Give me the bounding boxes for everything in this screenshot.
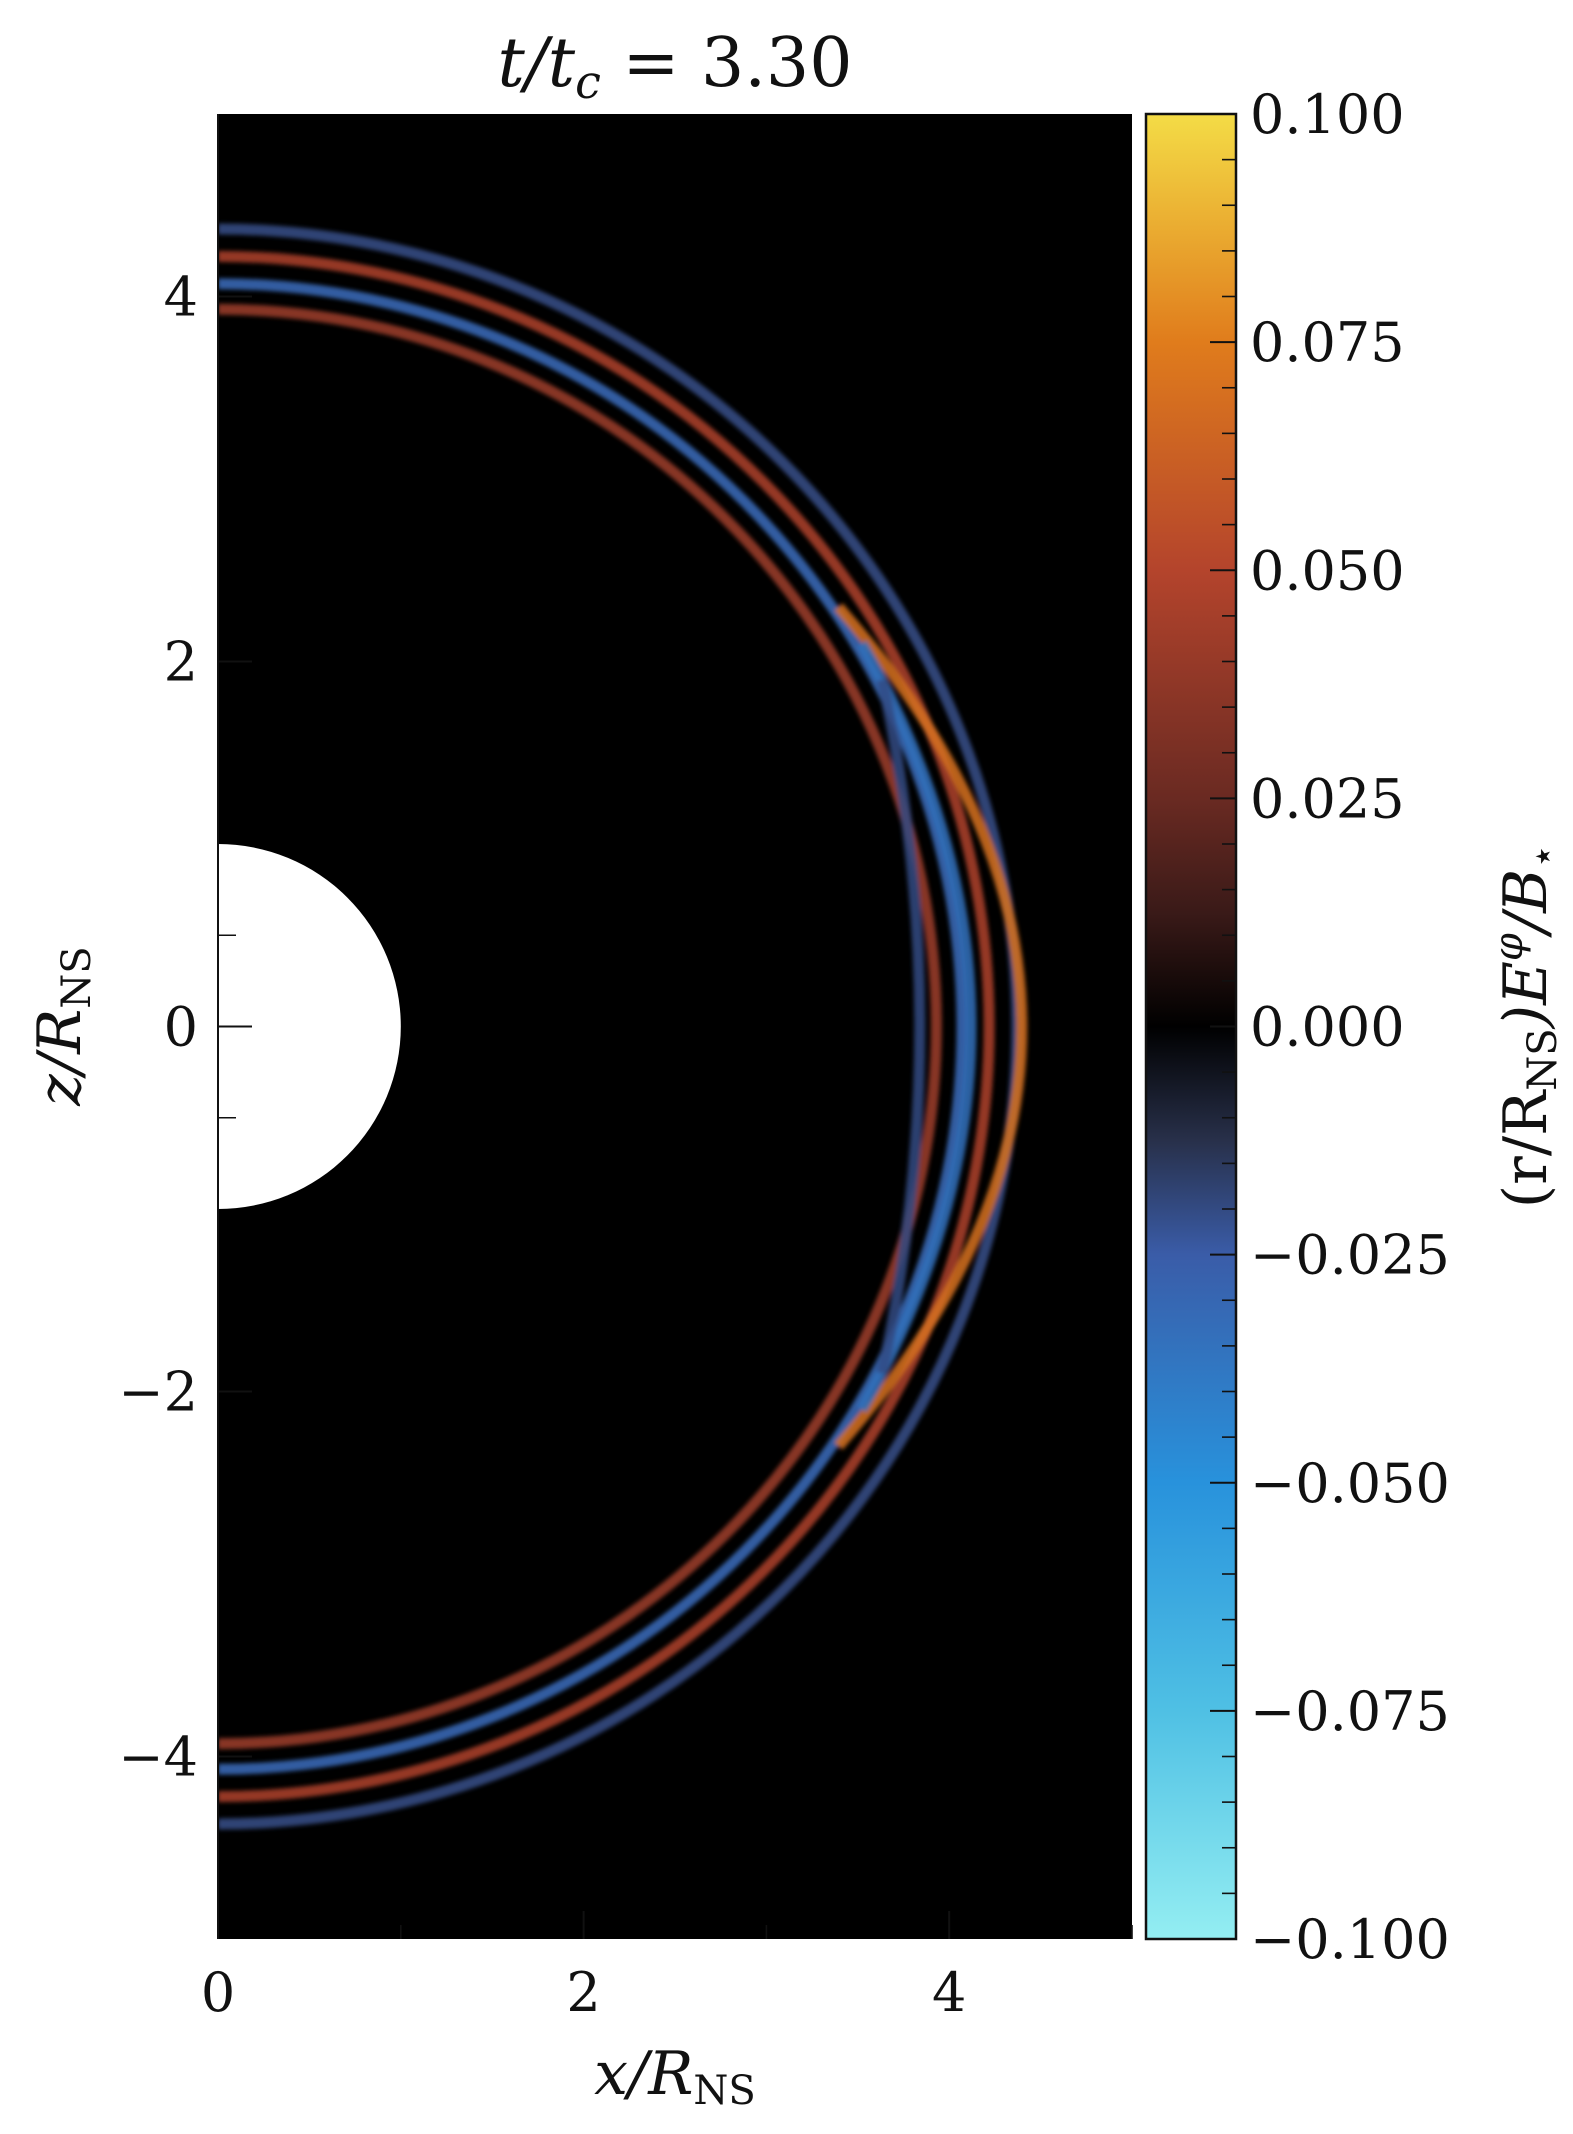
colorbar-label: (r/RNS)Eφ/B⋆ [1486, 844, 1566, 1208]
bulge-middle-blue [856, 640, 977, 1413]
chart-title: t/tc = 3.30 [498, 24, 853, 109]
y-tick-label: −2 [118, 1361, 198, 1424]
colorbar-tick-label: 0.050 [1250, 539, 1405, 602]
colorbar-tick-label: −0.075 [1250, 1680, 1450, 1743]
colorbar-tick-label: −0.100 [1250, 1908, 1450, 1971]
field-wavefronts [218, 223, 1028, 1830]
x-ticks: 0 2 4 [201, 1911, 1133, 2024]
colorbar-tick-label: 0.075 [1250, 311, 1405, 374]
wavefront-arc-3 [218, 278, 968, 1775]
colorbar-tick-label: −0.025 [1250, 1224, 1450, 1287]
colorbar-tick-label: 0.000 [1250, 996, 1405, 1059]
y-axis-label: z/RNS [25, 946, 100, 1106]
x-axis-label: x/RNS [594, 2039, 756, 2114]
bulge-inner-blue [876, 678, 926, 1375]
neutron-star [218, 844, 401, 1209]
x-tick-label: 2 [566, 1961, 600, 2024]
plot-area [218, 114, 1132, 1939]
wavefront-arc-2 [218, 250, 995, 1803]
y-ticks: 4 2 0 −2 −4 [118, 266, 252, 1789]
x-tick-label: 0 [201, 1961, 235, 2024]
x-tick-label: 4 [932, 1961, 966, 2024]
y-tick-label: 0 [164, 996, 198, 1059]
colorbar-tick-label: −0.050 [1250, 1452, 1450, 1515]
y-tick-label: 2 [164, 631, 198, 694]
colorbar: 0.100 0.075 0.050 0.025 0.000 −0.025 −0.050 −0.… [1144, 83, 1566, 1971]
colorbar-tick-label: 0.100 [1250, 83, 1405, 146]
colorbar-tick-label: 0.025 [1250, 767, 1405, 830]
y-tick-label: −4 [118, 1726, 198, 1789]
y-tick-label: 4 [164, 266, 198, 329]
colorbar-ticks: 0.100 0.075 0.050 0.025 0.000 −0.025 −0.050 −0.… [1210, 83, 1450, 1971]
bulge-outer-orange [834, 603, 1028, 1450]
